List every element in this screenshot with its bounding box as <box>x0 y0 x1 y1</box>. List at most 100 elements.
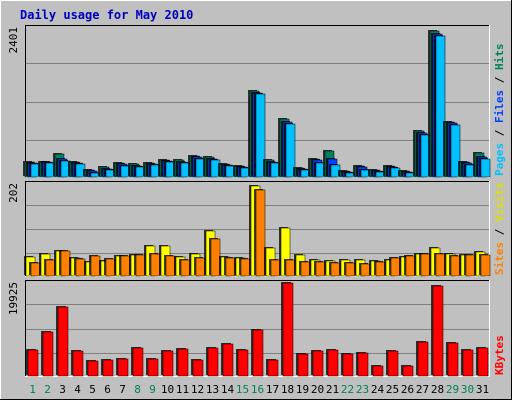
bar-face <box>165 255 176 277</box>
bar-face <box>327 349 339 377</box>
bar-pages-day-29 <box>449 124 461 178</box>
x-tick-label-23: 23 <box>356 383 369 396</box>
bar-kbytes-day-19 <box>296 353 309 377</box>
bar-sites-day-23 <box>359 263 371 277</box>
bar-sites-day-20 <box>314 261 326 277</box>
bar-kbytes-day-16 <box>251 329 264 377</box>
bar-face <box>402 365 414 377</box>
bar-sites-day-16 <box>254 189 266 277</box>
legend-label-files: Files <box>493 90 506 123</box>
bar-kbytes-day-27 <box>416 341 429 377</box>
bar-face <box>417 341 429 377</box>
bar-face <box>435 253 446 277</box>
bar-face <box>150 253 161 277</box>
bar-face <box>462 349 474 377</box>
bar-face <box>117 358 129 377</box>
bar-sites-day-19 <box>299 261 311 277</box>
bar-kbytes-day-5 <box>86 360 99 377</box>
bar-face <box>405 255 416 277</box>
bar-sites-day-18 <box>284 259 296 277</box>
bar-face <box>480 254 491 277</box>
bar-kbytes-day-7 <box>116 358 129 377</box>
bar-face <box>147 358 159 377</box>
panel-legend: KBytes <box>493 335 506 375</box>
bar-face <box>315 261 326 277</box>
x-tick-label-26: 26 <box>401 383 414 396</box>
bar-sites-day-29 <box>449 255 461 277</box>
bar-face <box>135 254 146 277</box>
x-tick-label-21: 21 <box>326 383 339 396</box>
panel-legend: Sites / Visits <box>493 182 506 275</box>
bar-face <box>465 254 476 277</box>
legend-separator: / <box>493 222 506 242</box>
bar-face <box>237 349 249 377</box>
legend-separator: / <box>493 123 506 143</box>
bar-kbytes-day-18 <box>281 282 294 377</box>
bar-sites-day-24 <box>374 261 386 277</box>
bar-face <box>255 189 266 277</box>
x-tick-label-11: 11 <box>176 383 189 396</box>
bar-face <box>195 257 206 277</box>
bar-sites-day-2 <box>44 259 56 277</box>
x-tick-label-8: 8 <box>134 383 141 396</box>
bar-sites-day-14 <box>224 257 236 277</box>
bar-face <box>432 285 444 377</box>
x-tick-label-1: 1 <box>29 383 36 396</box>
bar-face <box>240 258 251 277</box>
bar-visits-day-18 <box>279 227 291 277</box>
bar-face <box>105 258 116 277</box>
legend-label-hits: Hits <box>493 44 506 71</box>
panel-max-label: 19925 <box>7 282 20 315</box>
x-tick-label-29: 29 <box>446 383 459 396</box>
chart-title: Daily usage for May 2010 <box>20 8 193 22</box>
bar-sites-day-21 <box>329 262 341 277</box>
x-tick-label-31: 31 <box>476 383 489 396</box>
x-tick-label-9: 9 <box>149 383 156 396</box>
x-tick-label-17: 17 <box>266 383 279 396</box>
panel-top: 2401 Pages / Files / Hits <box>7 25 506 178</box>
bar-kbytes-day-15 <box>236 349 249 377</box>
panel-max-label: 202 <box>7 183 20 203</box>
bar-face <box>360 263 371 277</box>
bar-face <box>252 329 264 377</box>
bar-sites-day-30 <box>464 254 476 277</box>
bar-kbytes-day-8 <box>131 347 144 377</box>
bar-face <box>330 262 341 277</box>
bar-kbytes-day-28 <box>431 285 444 377</box>
bar-face <box>255 93 266 178</box>
x-tick-label-20: 20 <box>311 383 324 396</box>
bar-face <box>285 259 296 277</box>
bar-face <box>285 123 296 178</box>
bar-kbytes-day-21 <box>326 349 339 377</box>
x-tick-label-25: 25 <box>386 383 399 396</box>
bar-kbytes-day-31 <box>476 347 489 377</box>
x-tick-label-18: 18 <box>281 383 294 396</box>
bar-face <box>57 306 69 377</box>
bar-sites-day-3 <box>59 250 71 277</box>
bar-face <box>132 347 144 377</box>
x-tick-label-15: 15 <box>236 383 249 396</box>
bar-sites-day-17 <box>269 259 281 277</box>
bar-face <box>270 259 281 277</box>
panel-legend: Pages / Files / Hits <box>493 44 506 177</box>
bar-sites-day-11 <box>179 259 191 277</box>
chart-panels: 2401 Pages / Files / Hits 202 Sites / Visit… <box>7 25 506 377</box>
x-tick-label-14: 14 <box>221 383 235 396</box>
x-tick-label-30: 30 <box>461 383 474 396</box>
bar-kbytes-day-10 <box>161 350 174 377</box>
bar-kbytes-day-20 <box>311 350 324 377</box>
bar-face <box>480 158 491 178</box>
bar-kbytes-day-29 <box>446 342 459 377</box>
legend-separator: / <box>493 70 506 90</box>
bar-face <box>372 365 384 377</box>
bar-sites-day-13 <box>209 238 221 277</box>
bar-sites-day-1 <box>29 262 41 277</box>
bar-kbytes-day-14 <box>221 343 234 377</box>
bar-sites-day-8 <box>134 254 146 277</box>
bar-sites-day-9 <box>149 253 161 277</box>
bar-face <box>60 250 71 277</box>
bar-face <box>450 255 461 277</box>
bar-sites-day-6 <box>104 258 116 277</box>
bar-kbytes-day-26 <box>401 365 414 377</box>
